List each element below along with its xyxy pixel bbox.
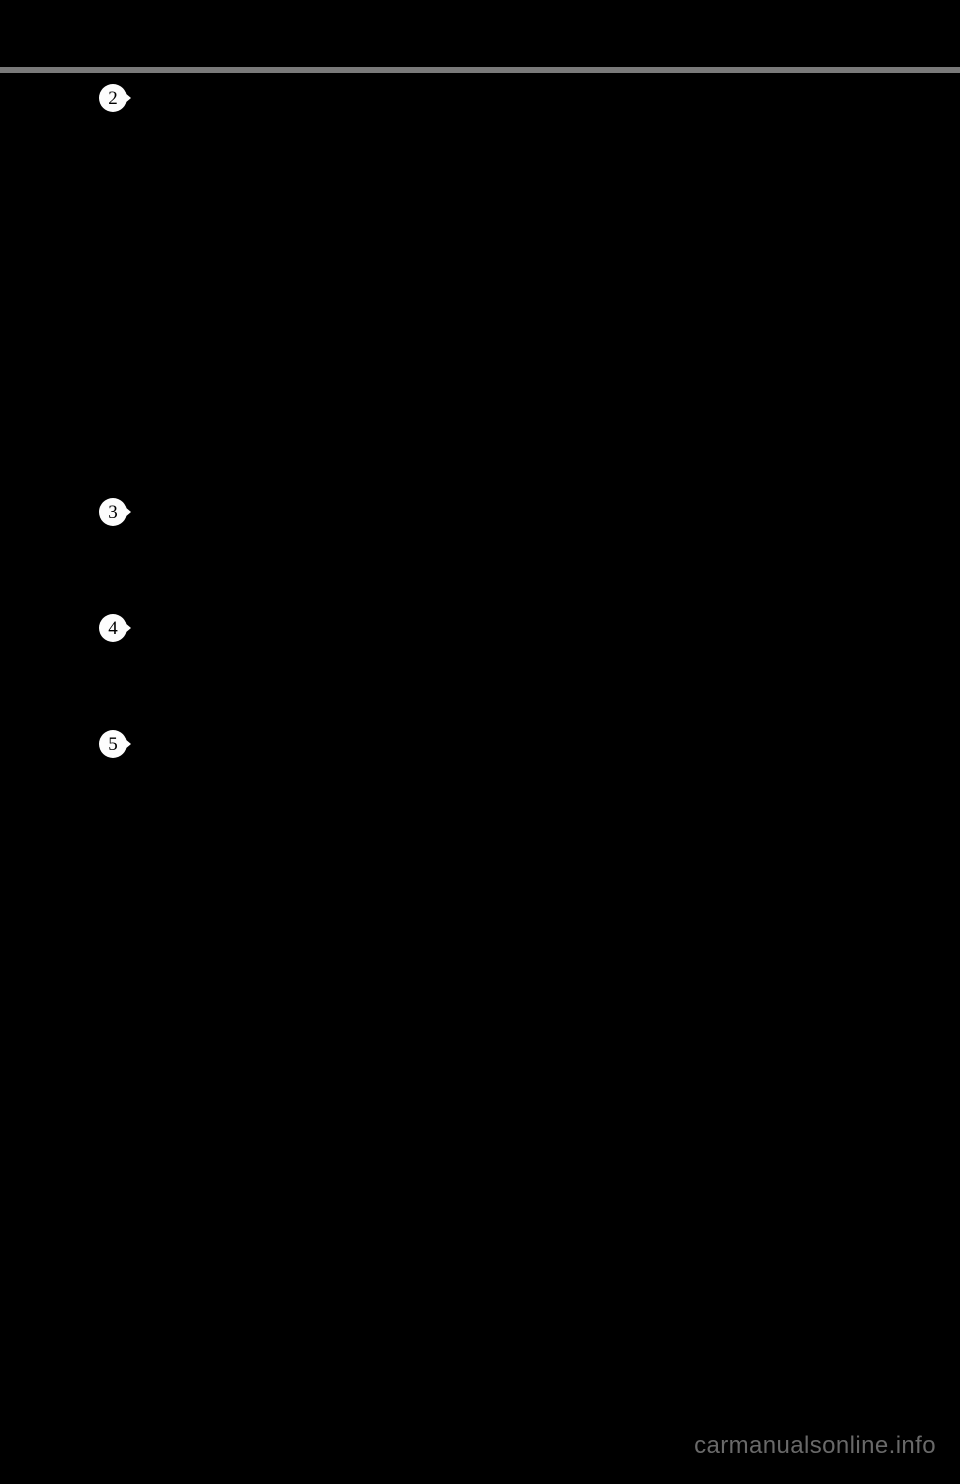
step-badge-4: 4 <box>99 614 127 642</box>
badge-arrow-icon <box>125 507 131 517</box>
step-badge-label: 3 <box>108 503 118 522</box>
step-badge-5: 5 <box>99 730 127 758</box>
watermark-text: carmanualsonline.info <box>694 1432 936 1460</box>
header-rule <box>0 67 960 73</box>
badge-arrow-icon <box>125 739 131 749</box>
step-badge-3: 3 <box>99 498 127 526</box>
badge-arrow-icon <box>125 623 131 633</box>
step-badge-label: 5 <box>108 735 118 754</box>
badge-arrow-icon <box>125 93 131 103</box>
step-badge-2: 2 <box>99 84 127 112</box>
step-badge-label: 4 <box>108 619 118 638</box>
step-badge-label: 2 <box>108 89 118 108</box>
